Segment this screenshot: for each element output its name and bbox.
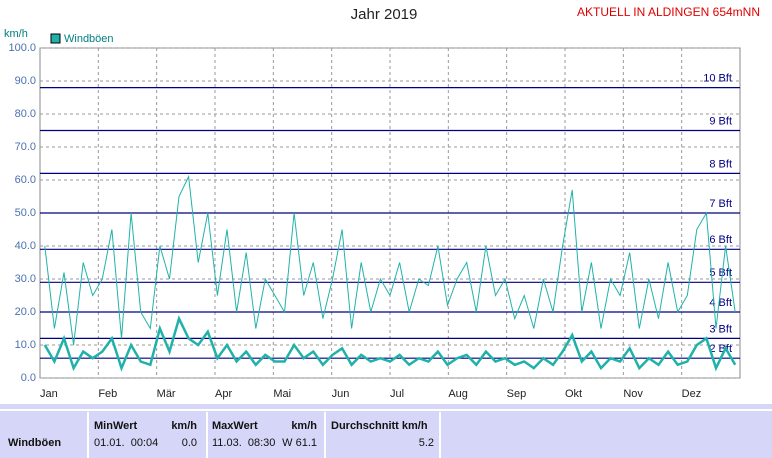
x-tick-label: Jun (332, 388, 350, 400)
y-tick-label: 60.0 (15, 174, 36, 186)
y-tick-label: 0.0 (21, 372, 36, 384)
table-header: MaxWert (212, 420, 258, 432)
x-tick-label: Okt (565, 388, 582, 400)
x-tick-label: Aug (448, 388, 468, 400)
x-tick-label: Feb (98, 388, 117, 400)
chart-title: Jahr 2019 (351, 6, 418, 23)
x-tick-label: Jan (40, 388, 58, 400)
x-tick-label: Jul (390, 388, 404, 400)
header-note: AKTUELL IN ALDINGEN 654mNN (577, 5, 760, 19)
series-line (44, 174, 736, 346)
table-header: km/h (171, 420, 197, 432)
y-tick-label: 50.0 (15, 207, 36, 219)
table-cell: 01.01. 00:04 (94, 437, 158, 449)
y-tick-label: 40.0 (15, 240, 36, 252)
x-tick-label: Dez (682, 388, 702, 400)
series-line (43, 315, 737, 372)
y-tick-label: 10.0 (15, 339, 36, 351)
bft-label: 2 Bft (709, 343, 732, 355)
bft-label: 9 Bft (709, 115, 732, 127)
bft-label: 5 Bft (709, 267, 732, 279)
table-cell: Windböen (8, 437, 61, 449)
bft-label: 3 Bft (709, 323, 732, 335)
table-cell: 5.2 (419, 437, 434, 449)
bft-label: 8 Bft (709, 158, 732, 170)
bft-label: 7 Bft (709, 198, 732, 210)
table-header: km/h (291, 420, 317, 432)
x-tick-label: Mär (157, 388, 176, 400)
x-tick-label: Sep (507, 388, 527, 400)
legend-swatch (50, 33, 61, 44)
table-panel (0, 404, 772, 458)
table-header: Durchschnitt km/h (331, 420, 428, 432)
y-tick-label: 90.0 (15, 75, 36, 87)
y-tick-label: 100.0 (8, 42, 36, 54)
y-tick-label: 80.0 (15, 108, 36, 120)
table-header: MinWert (94, 420, 138, 432)
bft-label: 10 Bft (703, 73, 732, 85)
x-tick-label: Mai (273, 388, 291, 400)
bft-label: 6 Bft (709, 234, 732, 246)
y-tick-label: 20.0 (15, 306, 36, 318)
legend-label: Windböen (64, 33, 114, 45)
x-tick-label: Nov (623, 388, 643, 400)
y-tick-label: 30.0 (15, 273, 36, 285)
y-tick-label: 70.0 (15, 141, 36, 153)
table-cell: 11.03. 08:30 (212, 437, 275, 449)
table-cell: W 61.1 (282, 437, 317, 449)
x-tick-label: Apr (215, 388, 232, 400)
y-axis-label: km/h (4, 28, 28, 40)
table-cell: 0.0 (182, 437, 197, 449)
bft-label: 4 Bft (709, 297, 732, 309)
